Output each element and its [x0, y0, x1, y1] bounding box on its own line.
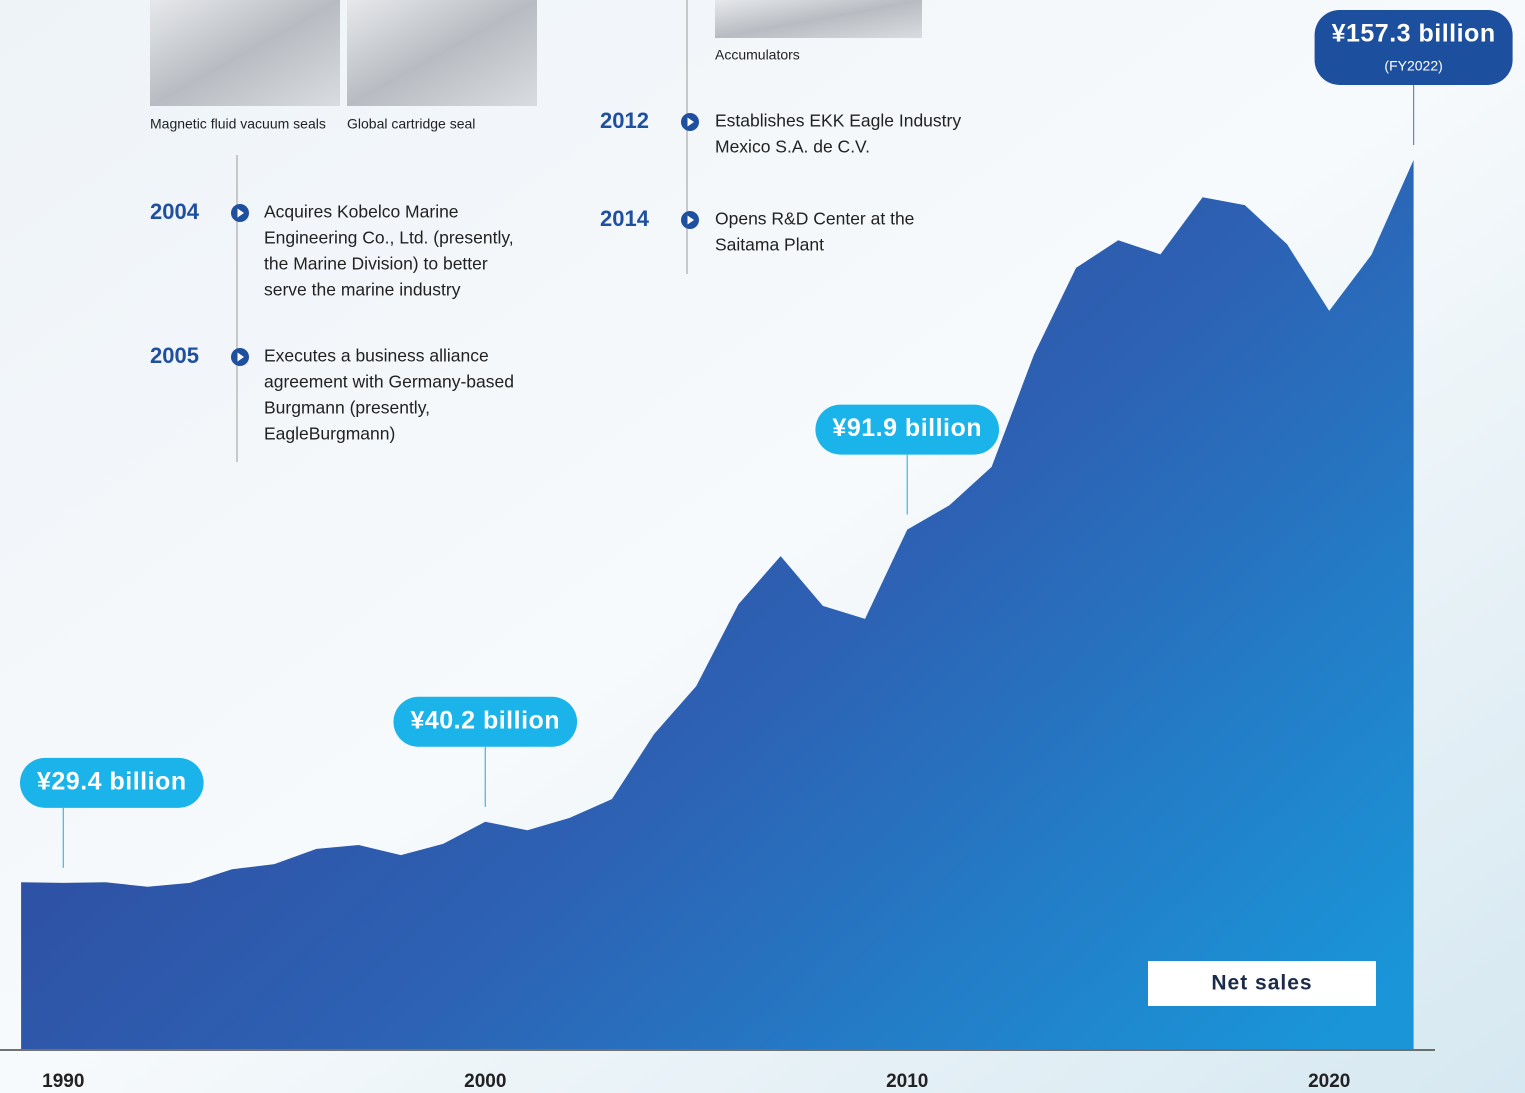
event-year: 2004	[150, 199, 200, 224]
event-text: Mexico S.A. de C.V.	[715, 137, 870, 157]
event-text: agreement with Germany-based	[264, 372, 514, 392]
event-text: Opens R&D Center at the	[715, 209, 914, 229]
photo	[347, 0, 537, 106]
event-text: Engineering Co., Ltd. (presently,	[264, 228, 514, 248]
photo-caption: Accumulators	[715, 47, 800, 63]
event-text: serve the marine industry	[264, 280, 461, 300]
photo	[150, 0, 340, 106]
event-year: 2005	[150, 343, 199, 368]
callout-label: ¥40.2 billion	[410, 706, 560, 734]
event-text: Executes a business alliance	[264, 346, 489, 366]
event-year: 2014	[600, 206, 650, 231]
event-text: EagleBurgmann)	[264, 424, 395, 444]
photo-caption: Global cartridge seal	[347, 116, 475, 132]
page: Magnetic fluid vacuum seals Global cartr…	[0, 0, 1525, 1093]
chart: Magnetic fluid vacuum seals Global cartr…	[0, 0, 1525, 1093]
photo-caption: Magnetic fluid vacuum seals	[150, 116, 326, 132]
callout-note: (FY2022)	[1384, 58, 1442, 74]
event-text: Acquires Kobelco Marine	[264, 202, 459, 222]
event-text: Saitama Plant	[715, 235, 824, 255]
x-tick-label: 2020	[1308, 1071, 1350, 1092]
callout-label: ¥91.9 billion	[832, 414, 982, 442]
legend-label: Net sales	[1211, 972, 1312, 995]
callout-label: ¥29.4 billion	[37, 767, 187, 795]
x-tick-label: 2000	[464, 1071, 506, 1092]
x-tick-label: 2010	[886, 1071, 928, 1092]
event-text: Burgmann (presently,	[264, 398, 430, 418]
callout-label: ¥157.3 billion	[1332, 20, 1496, 48]
event-text: Establishes EKK Eagle Industry	[715, 111, 961, 131]
event-text: the Marine Division) to better	[264, 254, 488, 274]
x-tick-label: 1990	[42, 1071, 84, 1092]
photo	[715, 0, 922, 38]
event-year: 2012	[600, 108, 649, 133]
